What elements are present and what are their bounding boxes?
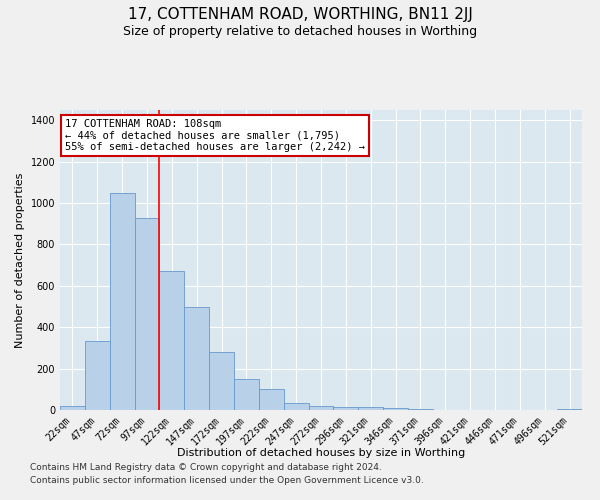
- Text: 17, COTTENHAM ROAD, WORTHING, BN11 2JJ: 17, COTTENHAM ROAD, WORTHING, BN11 2JJ: [128, 8, 472, 22]
- Bar: [110, 193, 134, 410]
- Bar: [383, 408, 408, 410]
- Bar: [184, 306, 209, 410]
- Text: Contains public sector information licensed under the Open Government Licence v3: Contains public sector information licen…: [30, 476, 424, 485]
- Text: 17 COTTENHAM ROAD: 108sqm
← 44% of detached houses are smaller (1,795)
55% of se: 17 COTTENHAM ROAD: 108sqm ← 44% of detac…: [65, 119, 365, 152]
- Bar: [60, 406, 85, 410]
- Bar: [408, 409, 433, 410]
- Text: Size of property relative to detached houses in Worthing: Size of property relative to detached ho…: [123, 25, 477, 38]
- Bar: [308, 406, 334, 410]
- Bar: [85, 340, 110, 410]
- Text: Distribution of detached houses by size in Worthing: Distribution of detached houses by size …: [177, 448, 465, 458]
- Bar: [557, 409, 582, 410]
- Bar: [284, 403, 308, 410]
- Bar: [134, 218, 160, 410]
- Bar: [160, 272, 184, 410]
- Bar: [234, 379, 259, 410]
- Bar: [209, 352, 234, 410]
- Bar: [334, 407, 358, 410]
- Bar: [358, 407, 383, 410]
- Bar: [259, 390, 284, 410]
- Y-axis label: Number of detached properties: Number of detached properties: [15, 172, 25, 348]
- Text: Contains HM Land Registry data © Crown copyright and database right 2024.: Contains HM Land Registry data © Crown c…: [30, 464, 382, 472]
